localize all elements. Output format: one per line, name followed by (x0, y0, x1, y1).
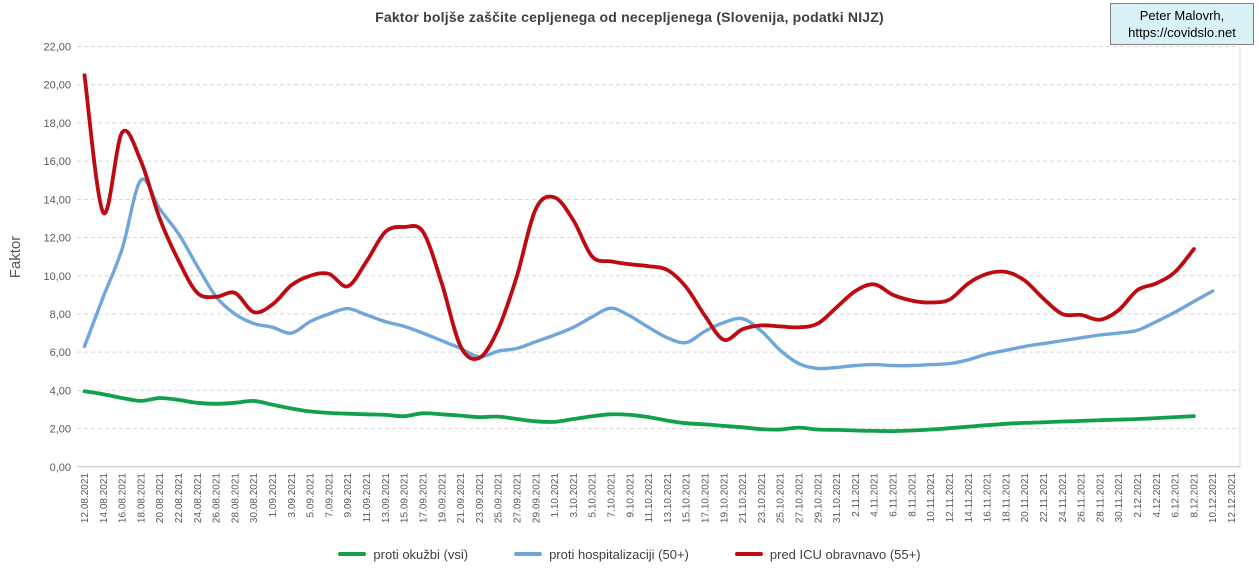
legend-label-infection: proti okužbi (vsi) (373, 546, 469, 562)
x-tick-label: 24.11.2021 (1058, 473, 1069, 523)
x-tick-label: 1.09.2021 (268, 473, 279, 518)
x-tick-label: 11.10.2021 (644, 473, 655, 523)
x-tick-label: 17.10.2021 (701, 473, 712, 523)
legend-label-icu: pred ICU obravnavo (55+) (769, 546, 921, 562)
y-tick-label: 0,00 (50, 462, 71, 474)
x-tick-label: 12.12.2021 (1227, 473, 1238, 523)
x-tick-label: 4.11.2021 (870, 473, 881, 517)
x-tick-label: 10.11.2021 (926, 473, 937, 523)
x-tick-label: 5.10.2021 (588, 473, 599, 518)
x-tick-label: 8.12.2021 (1189, 473, 1200, 518)
x-tick-label: 22.08.2021 (174, 473, 185, 523)
x-tick-label: 2.11.2021 (851, 473, 862, 517)
x-tick-label: 18.11.2021 (1001, 473, 1012, 523)
y-tick-label: 2,00 (50, 424, 71, 436)
x-tick-label: 6.12.2021 (1171, 473, 1182, 518)
x-tick-label: 30.08.2021 (249, 473, 260, 523)
x-tick-label: 12.11.2021 (945, 473, 956, 523)
x-tick-label: 14.08.2021 (99, 473, 110, 523)
x-tick-label: 9.09.2021 (343, 473, 354, 518)
y-tick-label: 14,00 (43, 194, 71, 206)
x-tick-label: 3.09.2021 (287, 473, 298, 518)
x-tick-label: 15.10.2021 (682, 473, 693, 523)
x-tick-label: 8.11.2021 (907, 473, 918, 517)
x-tick-label: 25.09.2021 (494, 473, 505, 523)
y-tick-label: 4,00 (50, 385, 71, 397)
x-tick-label: 17.09.2021 (418, 473, 429, 523)
x-tick-label: 21.10.2021 (738, 473, 749, 523)
legend: proti okužbi (vsi) proti hospitalizaciji… (0, 542, 1259, 566)
x-tick-label: 31.10.2021 (832, 473, 843, 523)
chart-title: Faktor boljše zaščite cepljenega od nece… (375, 9, 884, 25)
blue-line-swatch-icon (514, 552, 543, 556)
green-line-swatch-icon (338, 552, 367, 556)
x-tick-label: 16.11.2021 (983, 473, 994, 523)
x-tick-label: 28.08.2021 (230, 473, 241, 523)
x-tick-label: 19.09.2021 (437, 473, 448, 523)
legend-item-icu[interactable]: pred ICU obravnavo (55+) (734, 546, 921, 562)
x-tick-label: 10.12.2021 (1208, 473, 1219, 523)
x-tick-label: 21.09.2021 (456, 473, 467, 523)
x-tick-label: 1.10.2021 (550, 473, 561, 518)
y-tick-label: 18,00 (43, 118, 71, 130)
x-tick-label: 5.09.2021 (306, 473, 317, 518)
x-tick-label: 27.10.2021 (795, 473, 806, 523)
x-tick-label: 18.08.2021 (136, 473, 147, 523)
x-tick-label: 3.10.2021 (569, 473, 580, 518)
x-tick-label: 26.08.2021 (212, 473, 223, 523)
y-tick-label: 10,00 (43, 271, 71, 283)
series-line-1 (82, 177, 1215, 371)
x-tick-label: 7.10.2021 (606, 473, 617, 518)
x-tick-label: 2.12.2021 (1133, 473, 1144, 518)
x-tick-label: 26.11.2021 (1077, 473, 1088, 523)
y-axis-title: Faktor (7, 236, 24, 279)
x-tick-label: 9.10.2021 (625, 473, 636, 518)
red-line-swatch-icon (734, 552, 763, 556)
author-name: Peter Malovrh, (1139, 8, 1225, 23)
x-tick-label: 25.10.2021 (776, 473, 787, 523)
legend-item-infection[interactable]: proti okužbi (vsi) (338, 547, 468, 562)
series-line-2 (82, 73, 1196, 361)
x-tick-label: 13.10.2021 (663, 473, 674, 523)
x-tick-label: 19.10.2021 (719, 473, 730, 523)
x-tick-label: 29.09.2021 (531, 473, 542, 523)
x-tick-label: 27.09.2021 (512, 473, 523, 523)
x-tick-label: 12.08.2021 (80, 473, 91, 523)
legend-item-hospitalization[interactable]: proti hospitalizaciji (50+) (514, 547, 689, 562)
author-info-box: Peter Malovrh, https://covidslo.net (1110, 3, 1254, 45)
x-tick-label: 28.11.2021 (1095, 473, 1106, 523)
y-tick-label: 12,00 (43, 233, 71, 245)
y-tick-label: 22,00 (43, 42, 71, 54)
x-tick-label: 30.11.2021 (1114, 473, 1125, 523)
x-tick-label: 20.11.2021 (1020, 473, 1031, 523)
x-tick-label: 14.11.2021 (964, 473, 975, 523)
x-tick-label: 24.08.2021 (193, 473, 204, 523)
x-tick-label: 16.08.2021 (118, 473, 129, 523)
x-tick-label: 20.08.2021 (155, 473, 166, 523)
y-tick-label: 8,00 (50, 309, 71, 321)
y-tick-label: 20,00 (43, 80, 71, 92)
x-tick-label: 22.11.2021 (1039, 473, 1050, 523)
y-tick-label: 6,00 (50, 347, 71, 359)
series-line-0 (82, 389, 1196, 433)
x-tick-label: 15.09.2021 (400, 473, 411, 523)
x-tick-label: 23.09.2021 (475, 473, 486, 523)
x-tick-label: 29.10.2021 (813, 473, 824, 523)
author-url[interactable]: https://covidslo.net (1128, 25, 1236, 40)
x-tick-label: 4.12.2021 (1152, 473, 1163, 518)
x-tick-label: 11.09.2021 (362, 473, 373, 523)
legend-label-hospitalization: proti hospitalizaciji (50+) (549, 546, 689, 562)
x-tick-label: 7.09.2021 (324, 473, 335, 518)
x-tick-label: 23.10.2021 (757, 473, 768, 523)
x-tick-label: 13.09.2021 (381, 473, 392, 523)
y-tick-label: 16,00 (43, 156, 71, 168)
x-tick-label: 6.11.2021 (889, 473, 900, 517)
